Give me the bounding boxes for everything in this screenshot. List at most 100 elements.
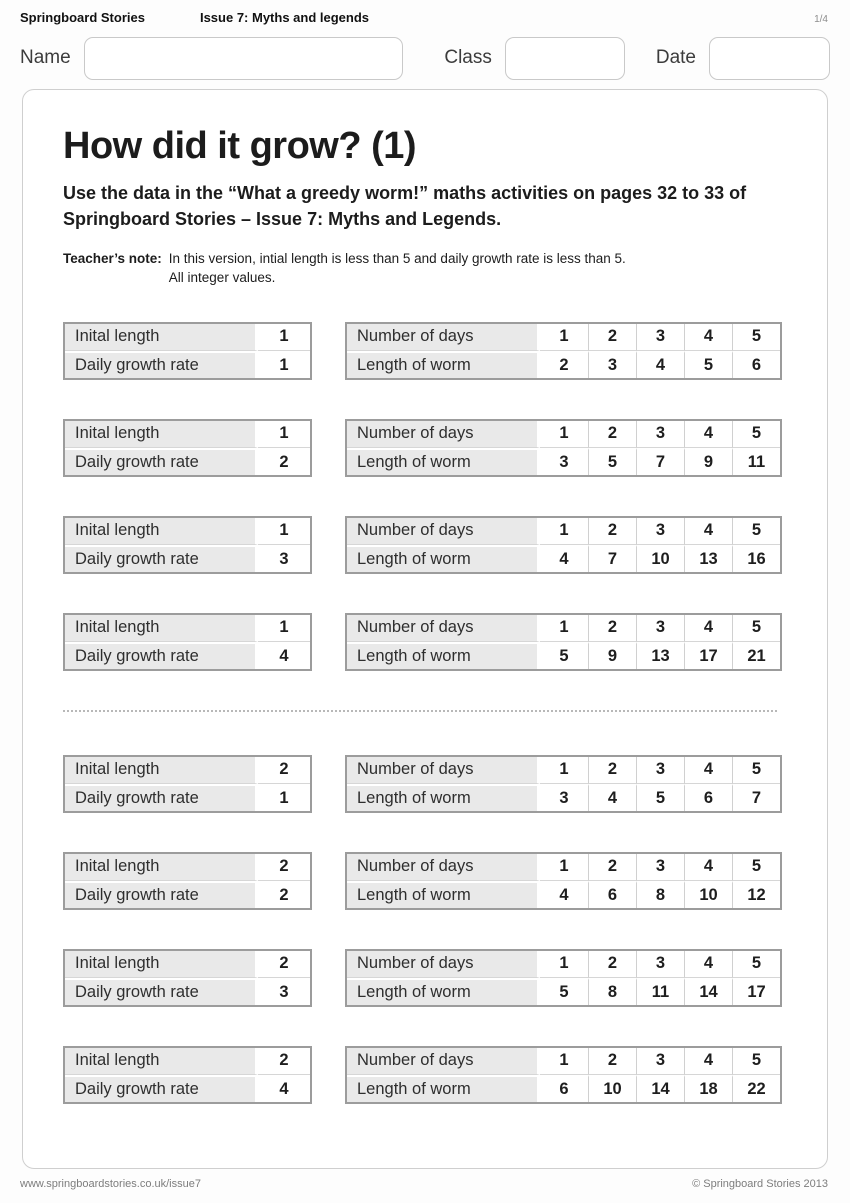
- number-of-days-label: Number of days: [347, 420, 540, 448]
- worm-length-value: 22: [732, 1074, 780, 1102]
- worm-length-value: 5: [540, 641, 588, 669]
- class-input[interactable]: [504, 36, 625, 80]
- day-value: 4: [684, 1047, 732, 1075]
- name-label: Name: [20, 47, 71, 68]
- day-value: 5: [732, 853, 780, 881]
- day-value: 5: [732, 756, 780, 784]
- length-of-worm-label: Length of worm: [347, 544, 540, 572]
- worm-growth-table: Number of days 1 2 3 4 5 Length of worm …: [345, 851, 782, 910]
- daily-growth-rate-value: 3: [258, 977, 310, 1005]
- day-value: 3: [636, 756, 684, 784]
- initial-length-label: Inital length: [65, 853, 258, 881]
- daily-growth-rate-label: Daily growth rate: [65, 783, 258, 811]
- number-of-days-label: Number of days: [347, 517, 540, 545]
- top-bar: Springboard Stories Issue 7: Myths and l…: [0, 0, 850, 25]
- worm-length-value: 14: [684, 977, 732, 1005]
- page-indicator: 1/4: [814, 14, 828, 25]
- daily-growth-rate-value: 2: [258, 447, 310, 475]
- worm-length-value: 18: [684, 1074, 732, 1102]
- length-of-worm-label: Length of worm: [347, 447, 540, 475]
- day-value: 5: [732, 614, 780, 642]
- worm-length-value: 5: [684, 350, 732, 378]
- worm-length-value: 6: [684, 783, 732, 811]
- worm-length-value: 16: [732, 544, 780, 572]
- daily-growth-rate-label: Daily growth rate: [65, 880, 258, 908]
- initial-length-value: 2: [258, 951, 310, 978]
- worm-length-value: 13: [684, 544, 732, 572]
- worm-length-value: 9: [588, 641, 636, 669]
- length-of-worm-label: Length of worm: [347, 880, 540, 908]
- growth-scenario-group: Inital length 2 Daily growth rate 1 Numb…: [63, 754, 791, 813]
- day-value: 3: [636, 517, 684, 545]
- number-of-days-label: Number of days: [347, 1047, 540, 1075]
- teachers-note-line1: In this version, intial length is less t…: [168, 250, 626, 266]
- groups-second-half: Inital length 2 Daily growth rate 1 Numb…: [63, 754, 791, 1104]
- worm-length-value: 2: [540, 350, 588, 378]
- scenario-params-table: Inital length 1 Daily growth rate 3: [63, 515, 312, 574]
- daily-growth-rate-value: 1: [258, 350, 310, 378]
- name-input[interactable]: [83, 36, 404, 80]
- footer-copyright: © Springboard Stories 2013: [692, 1178, 828, 1190]
- initial-length-value: 2: [258, 757, 310, 784]
- day-value: 2: [588, 853, 636, 881]
- day-value: 3: [636, 950, 684, 978]
- day-value: 1: [540, 324, 588, 351]
- worm-length-value: 6: [588, 880, 636, 908]
- growth-scenario-group: Inital length 2 Daily growth rate 2 Numb…: [63, 851, 791, 910]
- initial-length-value: 2: [258, 854, 310, 881]
- initial-length-label: Inital length: [65, 1047, 258, 1075]
- class-label: Class: [444, 47, 492, 68]
- worm-length-value: 3: [540, 447, 588, 475]
- day-value: 2: [588, 614, 636, 642]
- worm-length-value: 11: [732, 447, 780, 475]
- day-value: 5: [732, 517, 780, 545]
- scenario-params-table: Inital length 1 Daily growth rate 2: [63, 418, 312, 477]
- daily-growth-rate-value: 4: [258, 1074, 310, 1102]
- worm-growth-table: Number of days 1 2 3 4 5 Length of worm …: [345, 948, 782, 1007]
- day-value: 1: [540, 1048, 588, 1075]
- initial-length-label: Inital length: [65, 420, 258, 448]
- day-value: 4: [684, 420, 732, 448]
- scenario-params-table: Inital length 2 Daily growth rate 3: [63, 948, 312, 1007]
- day-value: 1: [540, 757, 588, 784]
- day-value: 1: [540, 854, 588, 881]
- worm-length-value: 8: [588, 977, 636, 1005]
- day-value: 1: [540, 951, 588, 978]
- growth-scenario-group: Inital length 2 Daily growth rate 4 Numb…: [63, 1045, 791, 1104]
- day-value: 4: [684, 614, 732, 642]
- worm-growth-table: Number of days 1 2 3 4 5 Length of worm …: [345, 515, 782, 574]
- scenario-params-table: Inital length 1 Daily growth rate 1: [63, 321, 312, 380]
- worm-growth-table: Number of days 1 2 3 4 5 Length of worm …: [345, 612, 782, 671]
- growth-scenario-group: Inital length 1 Daily growth rate 2 Numb…: [63, 418, 791, 477]
- groups-first-half: Inital length 1 Daily growth rate 1 Numb…: [63, 321, 791, 671]
- worm-growth-table: Number of days 1 2 3 4 5 Length of worm …: [345, 321, 782, 380]
- day-value: 3: [636, 323, 684, 351]
- initial-length-label: Inital length: [65, 323, 258, 351]
- section-divider: [63, 709, 777, 712]
- date-input[interactable]: [709, 36, 830, 80]
- growth-scenario-group: Inital length 2 Daily growth rate 3 Numb…: [63, 948, 791, 1007]
- daily-growth-rate-value: 3: [258, 544, 310, 572]
- number-of-days-label: Number of days: [347, 323, 540, 351]
- day-value: 1: [540, 518, 588, 545]
- worm-length-value: 3: [588, 350, 636, 378]
- daily-growth-rate-label: Daily growth rate: [65, 544, 258, 572]
- worm-length-value: 17: [732, 977, 780, 1005]
- day-value: 2: [588, 323, 636, 351]
- footer-url: www.springboardstories.co.uk/issue7: [20, 1178, 201, 1190]
- worm-length-value: 6: [732, 350, 780, 378]
- initial-length-value: 1: [258, 615, 310, 642]
- growth-scenario-group: Inital length 1 Daily growth rate 3 Numb…: [63, 515, 791, 574]
- teachers-note-text: In this version, intial length is less t…: [169, 250, 626, 288]
- length-of-worm-label: Length of worm: [347, 641, 540, 669]
- day-value: 4: [684, 323, 732, 351]
- scenario-params-table: Inital length 2 Daily growth rate 2: [63, 851, 312, 910]
- number-of-days-label: Number of days: [347, 614, 540, 642]
- worm-length-value: 21: [732, 641, 780, 669]
- worm-length-value: 4: [540, 544, 588, 572]
- day-value: 4: [684, 950, 732, 978]
- initial-length-label: Inital length: [65, 517, 258, 545]
- worm-length-value: 7: [636, 447, 684, 475]
- day-value: 5: [732, 1047, 780, 1075]
- worm-length-value: 7: [732, 783, 780, 811]
